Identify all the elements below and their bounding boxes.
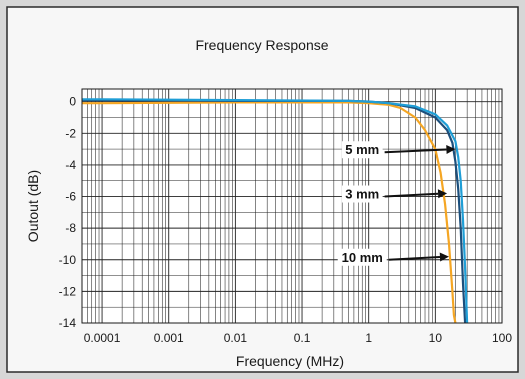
annotation-label-bg: [341, 141, 383, 159]
annotation-arrow-head: [439, 252, 449, 262]
y-axis-title: Outout (dB): [25, 170, 41, 242]
y-tick-labels: 0 -2 -4 -6 -8 -10 -12 -14: [59, 95, 77, 330]
plot-area: [82, 89, 502, 323]
x-tick-label: 10: [429, 331, 443, 345]
series-layer: [82, 98, 469, 324]
annotation-label: 3 mm: [345, 187, 379, 202]
series-line-10-mm: [82, 101, 457, 324]
annotation-label: 5 mm: [345, 142, 379, 157]
x-tick-label: 1: [365, 331, 372, 345]
x-axis-title: Frequency (MHz): [236, 353, 344, 369]
x-tick-labels: 0.0001 0.001 0.01 0.1 1 10 100: [84, 331, 513, 345]
annotation-arrow-head: [446, 144, 456, 154]
x-tick-label: 0.001: [154, 331, 184, 345]
annotation-arrow-line: [384, 148, 447, 154]
annotation-arrow-line: [384, 192, 439, 198]
plot-border: [81, 88, 503, 324]
annotation-arrow-head: [437, 189, 448, 199]
annotation-label: 10 mm: [342, 250, 383, 265]
y-tick-label: 0: [69, 95, 76, 109]
annotation-layer: 5 mm 3 mm 10 mm: [337, 141, 456, 266]
y-tick-label: -4: [65, 158, 76, 172]
y-tick-label: -14: [59, 316, 77, 330]
chart-title: Frequency Response: [195, 37, 328, 53]
series-line-3-mm: [82, 98, 469, 324]
x-tick-label: 0.0001: [84, 331, 121, 345]
y-tick-label: -6: [65, 190, 76, 204]
y-tick-label: -12: [59, 284, 77, 298]
y-tick-label: -10: [59, 253, 77, 267]
x-tick-label: 0.1: [294, 331, 311, 345]
annotation-label-bg: [341, 185, 383, 203]
x-tick-label: 0.01: [224, 331, 248, 345]
annotation-label-bg: [337, 248, 387, 266]
y-tick-label: -2: [65, 126, 76, 140]
y-tick-label: -8: [65, 221, 76, 235]
annotation-arrow-line: [388, 256, 441, 261]
x-tick-label: 100: [492, 331, 512, 345]
